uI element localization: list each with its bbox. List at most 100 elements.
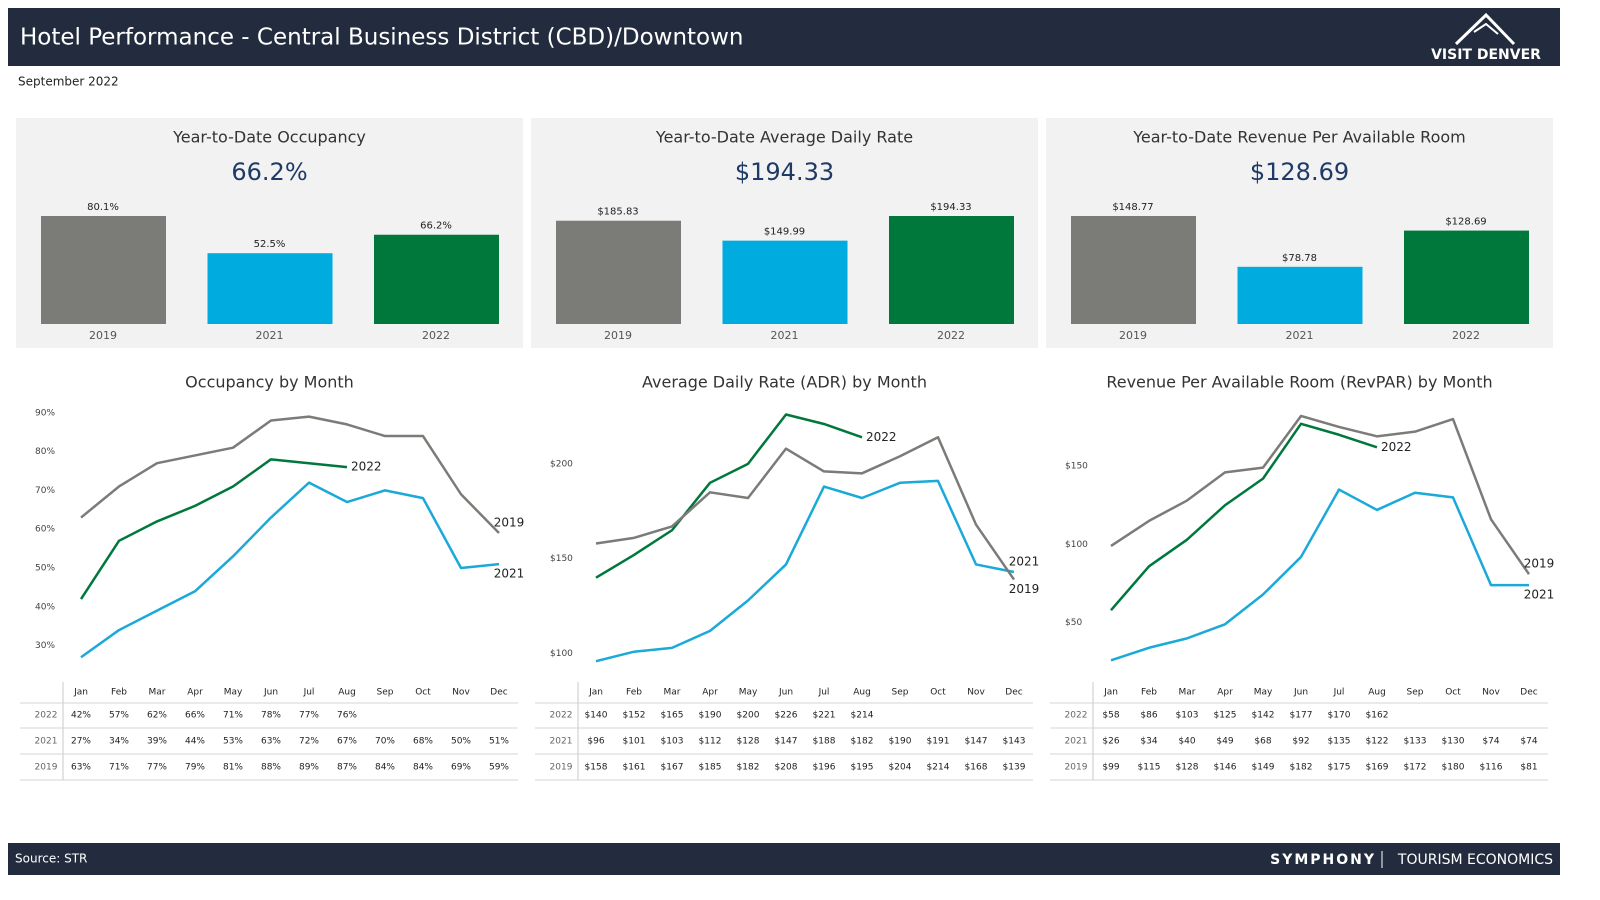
series-label: 2021 [1524,588,1555,602]
y-tick-label: $50 [1065,618,1082,628]
table-cell: $188 [813,737,836,747]
bar [41,216,166,324]
table-row-label: 2021 [35,737,58,747]
table-cell: $170 [1328,711,1351,721]
table-cell: 89% [299,763,319,773]
table-header: Aug [1368,688,1386,698]
table-cell: $99 [1102,763,1119,773]
table-header: Mar [149,688,166,698]
table-cell: $135 [1328,737,1351,747]
series-line [595,436,1016,581]
table-row-label: 2019 [1065,763,1088,773]
table-cell: 68% [413,737,433,747]
table-cell: $162 [1366,711,1389,721]
table-cell: 27% [71,737,91,747]
bar-value-label: $194.33 [930,202,971,213]
series-line [1110,414,1531,575]
table-cell: $143 [1003,737,1026,747]
table-cell: 42% [71,711,91,721]
bar-value-label: 66.2% [420,221,452,232]
x-tick-label: 2021 [1286,329,1314,342]
logo: VISIT DENVER [1431,12,1541,63]
table-cell: $74 [1520,737,1537,747]
table-header: Aug [338,688,356,698]
table-header: Oct [1445,688,1461,698]
series-label: 2019 [1524,557,1555,571]
table-header: Jan [1103,688,1118,698]
table-cell: $214 [927,763,950,773]
table-header: Mar [664,688,681,698]
x-tick-label: 2022 [422,329,450,342]
table-cell: $196 [813,763,836,773]
table-row-label: 2021 [550,737,573,747]
table-header: Feb [111,688,127,698]
series-line [80,481,500,659]
bar-value-label: $78.78 [1282,253,1317,264]
table-cell: $40 [1178,737,1195,747]
y-tick-label: 50% [35,563,55,573]
table-row-label: 2022 [1065,711,1088,721]
series-label: 2019 [1009,582,1040,596]
series-label: 2021 [494,567,525,581]
table-cell: $101 [623,737,646,747]
y-tick-label: $100 [1065,540,1088,550]
table-header: Jun [1293,688,1308,698]
table-cell: 59% [489,763,509,773]
bar [722,240,848,324]
table-cell: 77% [299,711,319,721]
bar-value-label: $185.83 [597,207,638,218]
y-tick-label: 30% [35,641,55,651]
table-cell: 66% [185,711,205,721]
table-cell: $92 [1292,737,1309,747]
table-cell: 39% [147,737,167,747]
bar [374,234,499,324]
y-tick-label: $200 [550,459,573,469]
table-cell: 34% [109,737,129,747]
footer-brand: SYMPHONY [1270,852,1376,868]
table-header: Sep [1407,688,1424,698]
footer-bar [8,843,1560,875]
table-cell: $49 [1216,737,1233,747]
table-cell: $103 [661,737,684,747]
table-cell: $182 [851,737,874,747]
table-cell: $128 [1176,763,1199,773]
table-cell: $74 [1482,737,1499,747]
table-cell: $208 [775,763,798,773]
table-header: Nov [1482,688,1500,698]
logo-mountain [1454,12,1516,46]
series-label: 2022 [351,460,382,474]
table-header: Jul [303,688,315,698]
table-cell: $34 [1140,737,1157,747]
x-tick-label: 2022 [1452,329,1480,342]
card-title: Year-to-Date Occupancy [172,128,366,147]
table-cell: $221 [813,711,836,721]
table-cell: $165 [661,711,684,721]
table-cell: $204 [889,763,912,773]
table-cell: 53% [223,737,243,747]
y-tick-label: 80% [35,447,55,457]
bar [1404,230,1529,324]
table-cell: $149 [1252,763,1275,773]
series-line [80,415,500,534]
table-cell: $177 [1290,711,1313,721]
series-line [595,413,863,579]
card-value: $194.33 [735,158,834,186]
table-cell: $81 [1520,763,1537,773]
table-cell: $125 [1214,711,1237,721]
table-header: Oct [415,688,431,698]
table-header: May [224,688,243,698]
series-line [1110,488,1529,662]
series-line [595,479,1015,663]
table-cell: $147 [965,737,988,747]
table-header: Jun [778,688,793,698]
bar [889,216,1014,324]
series-label: 2019 [494,516,525,530]
table-cell: 77% [147,763,167,773]
bar-value-label: 52.5% [254,239,286,250]
table-cell: $142 [1252,711,1275,721]
table-cell: $172 [1404,763,1427,773]
card-value: 66.2% [231,158,307,186]
card-title: Year-to-Date Average Daily Rate [655,128,913,147]
